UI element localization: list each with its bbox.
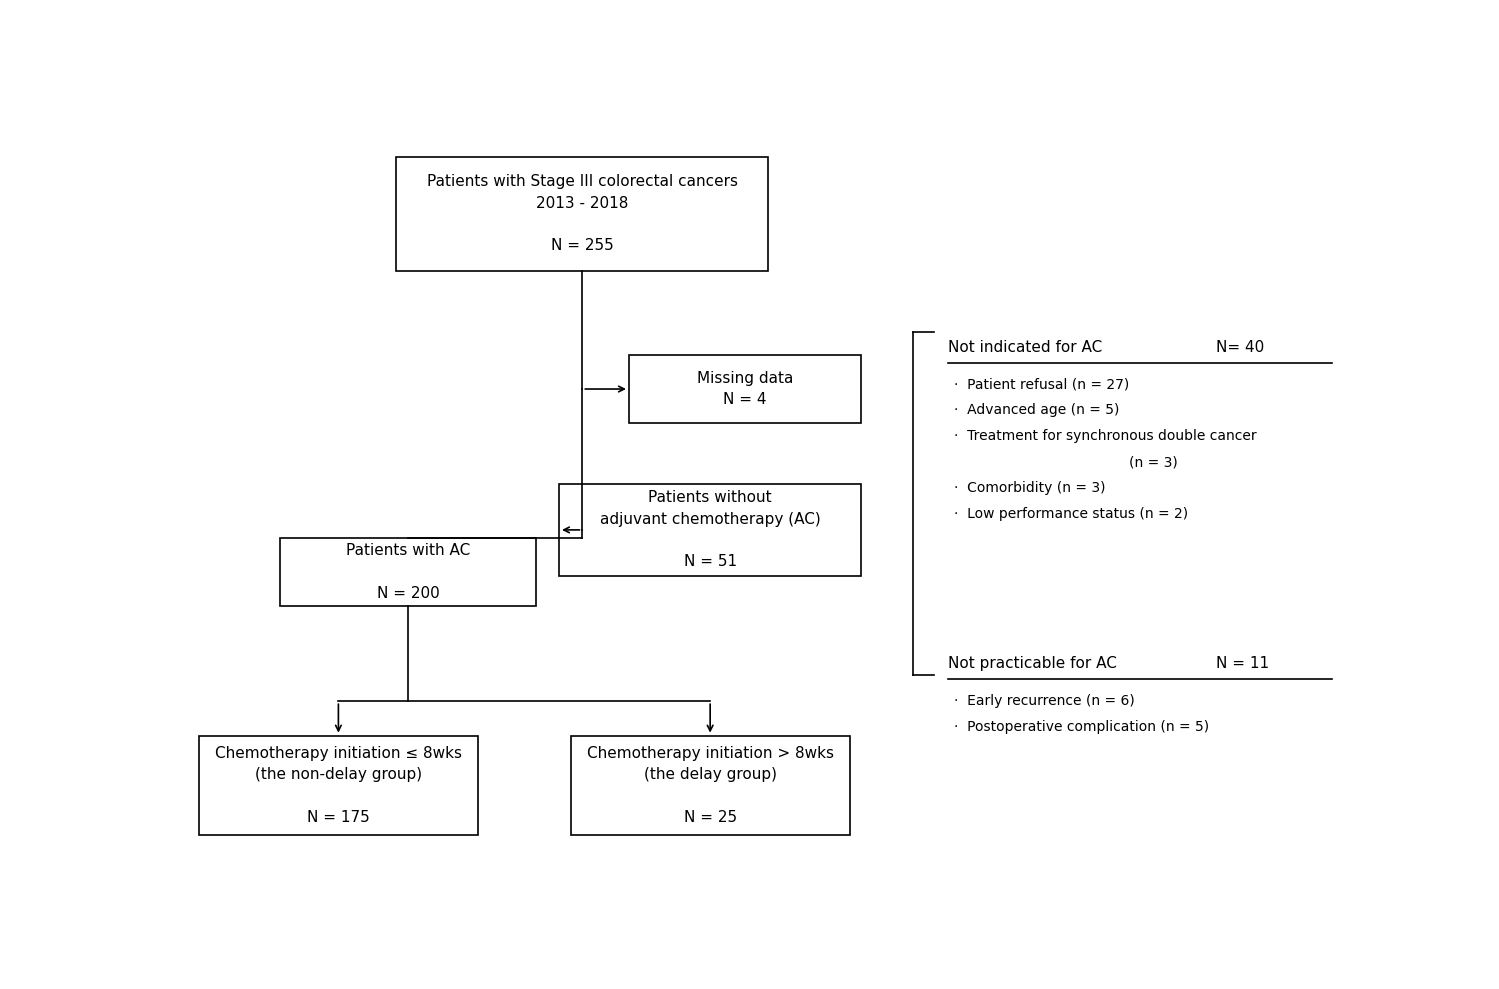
Text: N = 25: N = 25	[684, 810, 736, 825]
Text: N = 11: N = 11	[1216, 656, 1268, 671]
FancyBboxPatch shape	[396, 156, 767, 271]
Text: N = 255: N = 255	[552, 238, 613, 253]
Text: Missing data: Missing data	[697, 371, 793, 386]
Text: adjuvant chemotherapy (AC): adjuvant chemotherapy (AC)	[600, 511, 820, 527]
Text: ·  Treatment for synchronous double cancer: · Treatment for synchronous double cance…	[955, 429, 1256, 443]
Text: Patients with AC: Patients with AC	[346, 543, 471, 558]
Text: Chemotherapy initiation > 8wks: Chemotherapy initiation > 8wks	[586, 746, 833, 761]
Text: Patients with Stage III colorectal cancers: Patients with Stage III colorectal cance…	[427, 174, 738, 189]
Text: N = 175: N = 175	[307, 810, 370, 825]
Text: Not indicated for AC: Not indicated for AC	[949, 339, 1103, 354]
Text: ·  Low performance status (n = 2): · Low performance status (n = 2)	[955, 507, 1189, 521]
Text: (the non-delay group): (the non-delay group)	[255, 766, 421, 782]
FancyBboxPatch shape	[630, 355, 862, 423]
Text: ·  Early recurrence (n = 6): · Early recurrence (n = 6)	[955, 693, 1135, 708]
Text: (n = 3): (n = 3)	[955, 455, 1178, 469]
Text: ·  Patient refusal (n = 27): · Patient refusal (n = 27)	[955, 378, 1129, 392]
Text: N = 4: N = 4	[723, 393, 767, 407]
Text: Not practicable for AC: Not practicable for AC	[949, 656, 1117, 671]
Text: ·  Comorbidity (n = 3): · Comorbidity (n = 3)	[955, 482, 1106, 495]
FancyBboxPatch shape	[571, 736, 850, 835]
Text: ·  Advanced age (n = 5): · Advanced age (n = 5)	[955, 404, 1120, 417]
Text: Patients without: Patients without	[649, 491, 772, 505]
Text: 2013 - 2018: 2013 - 2018	[537, 196, 628, 211]
Text: (the delay group): (the delay group)	[643, 766, 776, 782]
Text: N = 51: N = 51	[684, 555, 736, 570]
Text: ·  Postoperative complication (n = 5): · Postoperative complication (n = 5)	[955, 720, 1210, 734]
FancyBboxPatch shape	[199, 736, 478, 835]
Text: Chemotherapy initiation ≤ 8wks: Chemotherapy initiation ≤ 8wks	[214, 746, 462, 761]
Text: N = 200: N = 200	[376, 585, 439, 600]
Text: N= 40: N= 40	[1216, 339, 1264, 354]
FancyBboxPatch shape	[280, 537, 537, 606]
FancyBboxPatch shape	[559, 485, 862, 576]
